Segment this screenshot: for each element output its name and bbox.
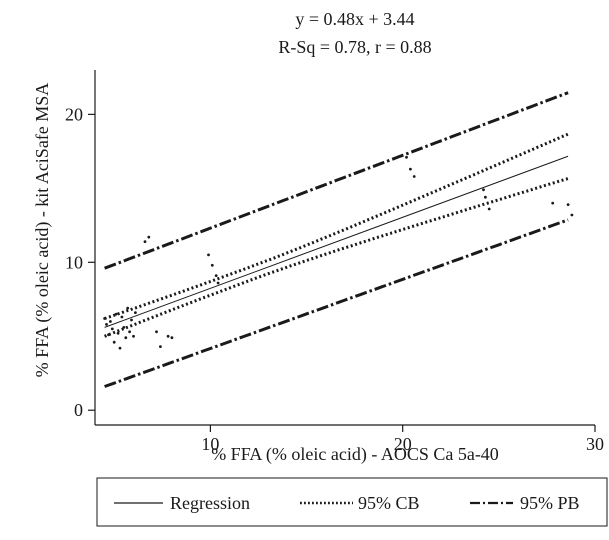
data-point xyxy=(128,330,132,334)
y-tick-label: 0 xyxy=(74,400,83,420)
data-point xyxy=(114,312,118,316)
data-point xyxy=(120,315,124,319)
data-point xyxy=(124,336,128,340)
x-axis-label: % FFA (% oleic acid) - AOCS Ca 5a-40 xyxy=(211,444,499,465)
legend-label-pb: 95% PB xyxy=(520,493,580,513)
data-point xyxy=(110,327,114,331)
data-point xyxy=(482,188,485,192)
data-point xyxy=(159,345,162,348)
data-point xyxy=(155,330,158,334)
data-point xyxy=(107,333,110,337)
data-point xyxy=(116,331,120,335)
data-point xyxy=(143,240,147,244)
data-point xyxy=(405,155,408,159)
legend-label-cb: 95% CB xyxy=(358,493,420,513)
data-point xyxy=(134,311,137,314)
data-point xyxy=(147,235,151,239)
y-tick-label: 10 xyxy=(65,252,83,272)
legend: Regression 95% CB 95% PB xyxy=(96,477,608,527)
data-point xyxy=(207,253,210,257)
data-point xyxy=(112,340,116,344)
data-point xyxy=(132,334,135,338)
legend-box xyxy=(96,477,608,527)
data-point xyxy=(412,175,416,178)
data-point xyxy=(105,323,108,326)
data-point xyxy=(216,281,220,285)
chart-title-equation: y = 0.48x + 3.44 xyxy=(295,9,414,29)
cb-line-upper xyxy=(104,132,569,320)
legend-label-regression: Regression xyxy=(170,493,250,513)
pb-line-upper xyxy=(104,91,569,270)
y-axis-label: % FFA (% oleic acid) - kit AciSafe MSA xyxy=(32,83,53,378)
axes xyxy=(94,70,595,426)
data-point xyxy=(118,346,122,350)
y-tick-label: 20 xyxy=(65,104,83,124)
data-point xyxy=(126,306,130,310)
cb-line-lower xyxy=(104,177,569,338)
data-point xyxy=(409,167,412,171)
data-point xyxy=(566,203,570,207)
data-point xyxy=(487,207,491,211)
data-point xyxy=(214,274,218,277)
data-point xyxy=(166,334,170,338)
data-point xyxy=(170,336,174,340)
data-point xyxy=(551,201,555,205)
data-point xyxy=(103,317,106,320)
data-point xyxy=(484,195,487,199)
data-point xyxy=(109,320,112,323)
x-tick-label: 20 xyxy=(394,434,412,454)
x-tick-label: 10 xyxy=(201,434,219,454)
data-point xyxy=(122,326,126,329)
data-point xyxy=(210,263,214,267)
x-tick-label: 30 xyxy=(586,434,604,454)
chart-title-stats: R-Sq = 0.78, r = 0.88 xyxy=(278,37,431,57)
data-point xyxy=(130,318,133,322)
pb-line-lower xyxy=(104,218,569,388)
regression-line xyxy=(104,155,569,328)
data-point xyxy=(570,213,574,217)
